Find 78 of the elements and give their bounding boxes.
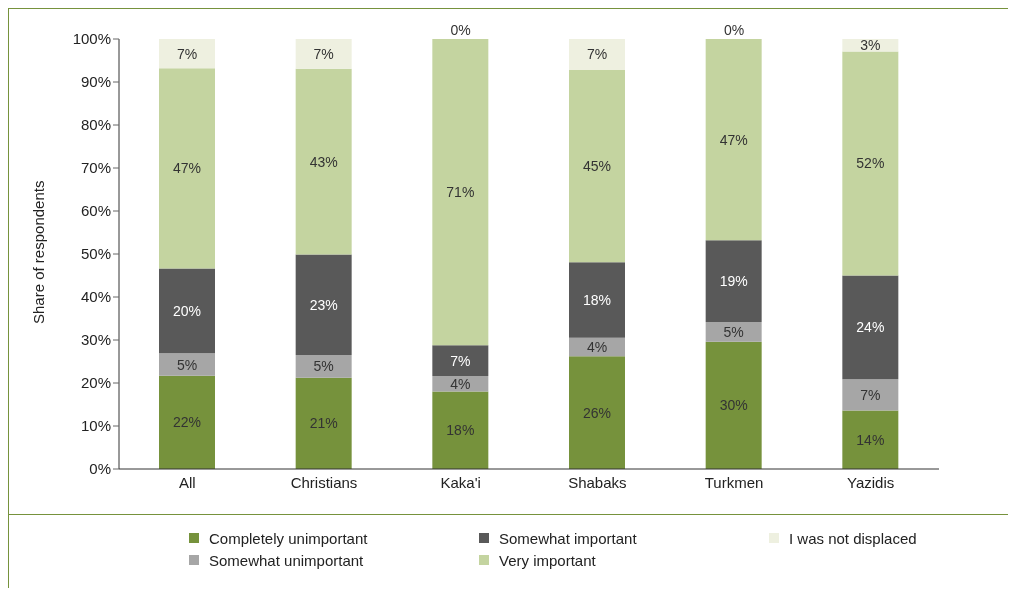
- data-label: 5%: [176, 356, 198, 373]
- x-tick-label: Turkmen: [704, 473, 764, 491]
- data-label: 7%: [450, 352, 471, 369]
- bar: [842, 379, 899, 411]
- data-label: 0%: [450, 22, 471, 38]
- bar: [705, 321, 762, 342]
- bar: [842, 51, 899, 276]
- y-tick-label: 50%: [80, 245, 111, 263]
- bar: [569, 39, 625, 70]
- bar: [159, 375, 215, 469]
- bar: [159, 68, 215, 269]
- y-tick-label: 40%: [80, 288, 111, 306]
- data-label: 21%: [309, 415, 338, 432]
- data-label: 45%: [582, 158, 612, 175]
- y-tick-label: 30%: [80, 331, 111, 349]
- x-tick-label: Yazidis: [847, 473, 895, 491]
- bar: [295, 39, 352, 69]
- y-tick-label: 70%: [80, 159, 111, 177]
- data-label: 43%: [309, 153, 338, 170]
- bar: [159, 353, 215, 376]
- data-label: 4%: [450, 375, 471, 392]
- data-label: 22%: [172, 414, 202, 431]
- bar: [432, 345, 489, 377]
- legend-label: Somewhat important: [498, 528, 638, 549]
- y-tick-label: 90%: [80, 73, 111, 91]
- y-tick-label: 80%: [80, 116, 111, 134]
- data-label: 26%: [582, 404, 612, 421]
- data-label: 14%: [856, 431, 885, 448]
- data-label: 19%: [719, 273, 748, 290]
- data-label: 4%: [586, 339, 608, 356]
- data-label: 18%: [582, 292, 612, 309]
- data-label: 0%: [723, 22, 745, 38]
- bar: [159, 39, 215, 69]
- legend-label: Somewhat unimportant: [208, 550, 365, 571]
- y-tick-label: 100%: [72, 30, 111, 48]
- data-label: 18%: [446, 422, 475, 439]
- data-label: 24%: [856, 319, 885, 336]
- data-label: 3%: [860, 37, 881, 54]
- bar: [842, 410, 899, 469]
- bar: [705, 240, 762, 322]
- bar: [295, 355, 352, 378]
- x-tick-label: All: [179, 473, 196, 491]
- x-tick-label: Kaka'i: [440, 473, 481, 491]
- bar: [569, 356, 625, 469]
- data-label: 5%: [313, 358, 334, 375]
- legend-label: Very important: [498, 550, 597, 571]
- data-label: 30%: [719, 397, 748, 414]
- x-tick-label: Christians: [290, 473, 358, 491]
- data-label: 7%: [176, 45, 198, 62]
- legend-label: Completely unimportant: [208, 528, 369, 549]
- bar: [295, 377, 352, 469]
- y-tick-label: 0%: [89, 460, 111, 478]
- bar: [569, 69, 625, 263]
- data-label: 47%: [719, 131, 748, 148]
- y-tick-label: 20%: [80, 374, 111, 392]
- data-label: 7%: [586, 46, 608, 63]
- data-label: 23%: [309, 296, 338, 313]
- bar: [432, 39, 489, 346]
- bar: [705, 341, 762, 469]
- bar: [159, 268, 215, 354]
- data-label: 7%: [313, 45, 334, 62]
- bar: [295, 254, 352, 356]
- bar: [432, 391, 489, 469]
- x-tick-label: Shabaks: [568, 473, 627, 491]
- data-label: 47%: [172, 160, 202, 177]
- bar: [569, 262, 625, 338]
- legend-label: I was not displaced: [788, 528, 918, 549]
- data-label: 20%: [172, 302, 202, 319]
- data-label: 71%: [446, 184, 475, 201]
- y-tick-label: 10%: [80, 417, 111, 435]
- y-tick-label: 60%: [80, 202, 111, 220]
- bar: [295, 68, 352, 255]
- bar: [705, 39, 762, 241]
- y-axis-title: Share of respondents: [30, 180, 48, 324]
- bar: [842, 275, 899, 380]
- data-label: 7%: [860, 386, 881, 403]
- data-label: 52%: [856, 155, 885, 172]
- data-label: 5%: [723, 323, 744, 340]
